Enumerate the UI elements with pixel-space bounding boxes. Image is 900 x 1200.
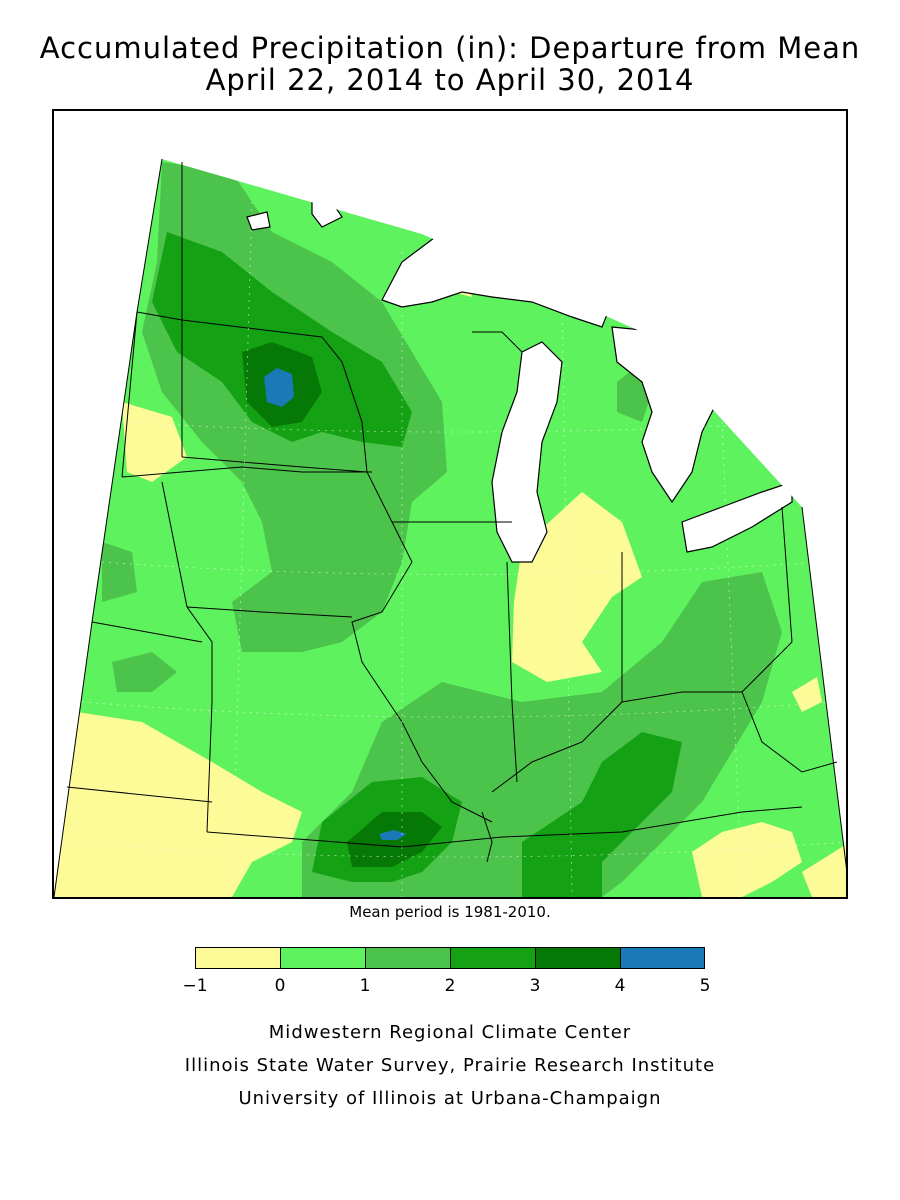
boundary-ohio-river — [491, 641, 793, 793]
contours-4-5 — [264, 368, 407, 840]
yellow-area-kentucky — [692, 822, 802, 897]
credit-line-3: University of Illinois at Urbana-Champai… — [238, 1088, 662, 1109]
lake-michigan — [491, 341, 563, 563]
graticule — [61, 201, 846, 897]
area-dakota-west — [102, 542, 137, 602]
legend-tick-label: 5 — [699, 976, 711, 996]
yellow-area-southwest — [54, 712, 302, 897]
state-boundaries — [66, 162, 838, 863]
outside-region-west — [54, 159, 162, 897]
boundary-ky-tn — [501, 806, 803, 838]
boundary-ne-ks — [91, 621, 203, 643]
legend-tick-label: −1 — [182, 976, 208, 996]
yellow-area-west-dakota — [122, 402, 187, 482]
boundary-mo-west — [206, 701, 213, 833]
legend-bin-3 — [450, 947, 536, 969]
legend-bin-0 — [195, 947, 281, 969]
mean-period-note: Mean period is 1981-2010. — [349, 903, 551, 921]
legend-tick-label: 3 — [529, 976, 541, 996]
boundary-sd-west — [121, 311, 138, 478]
credit-line-2: Illinois State Water Survey, Prairie Res… — [184, 1055, 716, 1076]
legend-tick-label: 2 — [444, 976, 456, 996]
boundary-il-west — [351, 561, 493, 823]
area-kentucky-tennessee — [522, 732, 682, 897]
legend-bin-1 — [280, 947, 366, 969]
precipitation-map — [54, 111, 846, 897]
map-frame — [52, 109, 848, 899]
legend-bin-2 — [365, 947, 451, 969]
graticule-lat-1 — [121, 421, 803, 433]
yellow-area-ohio-east — [792, 677, 822, 712]
contours-below-0 — [54, 277, 846, 897]
area-missouri-max — [379, 830, 407, 840]
yellow-area-indiana-ohio — [512, 492, 642, 682]
boundary-ia-mo — [186, 606, 353, 618]
color-legend — [195, 947, 705, 969]
graticule-lat-4 — [61, 841, 846, 858]
legend-tick-label: 0 — [274, 976, 286, 996]
boundary-ky-wv — [741, 691, 838, 773]
lake-erie — [681, 481, 793, 553]
area-minnesota-core — [152, 232, 412, 447]
map-title-line-2: April 22, 2014 to April 30, 2014 — [205, 63, 695, 97]
legend-bin-5 — [620, 947, 705, 969]
area-iowa-west — [112, 652, 177, 692]
lake-winnipeg-shore — [246, 211, 271, 231]
boundary-ia-west — [161, 481, 213, 702]
map-title-line-1: Accumulated Precipitation (in): Departur… — [39, 31, 861, 65]
boundary-ks-ok — [66, 786, 213, 803]
graticule-lat-3 — [81, 701, 833, 718]
boundary-oh-pa — [781, 506, 793, 643]
legend-bin-4 — [535, 947, 621, 969]
boundary-il-in — [506, 561, 518, 783]
outside-region-north — [54, 111, 846, 507]
boundary-mi-wi — [472, 331, 523, 353]
graticule-lon-3 — [561, 301, 573, 897]
area-minnesota-max — [264, 368, 294, 407]
boundary-wi-mn — [321, 336, 413, 563]
boundary-mississippi-south — [481, 811, 493, 863]
yellow-area-southeast-corner — [802, 844, 846, 897]
legend-tick-label: 1 — [359, 976, 371, 996]
boundary-sd-ne — [121, 466, 372, 478]
legend-tick-label: 4 — [614, 976, 626, 996]
credit-line-1: Midwestern Regional Climate Center — [268, 1022, 632, 1043]
boundary-mn-ia — [181, 456, 368, 473]
region-outline — [54, 158, 846, 897]
